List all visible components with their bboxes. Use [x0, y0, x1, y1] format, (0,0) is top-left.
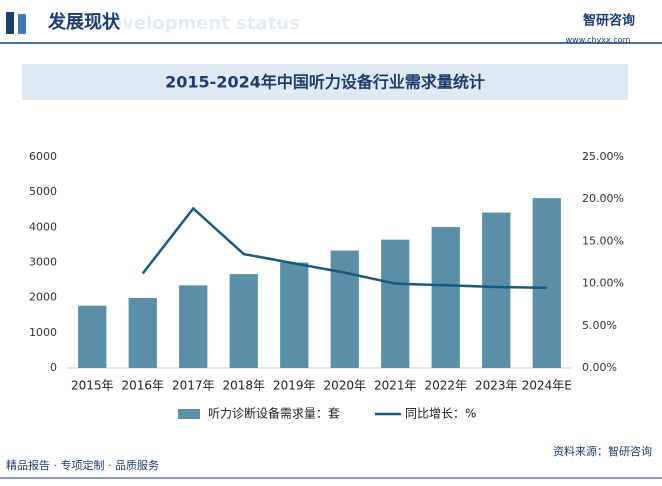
bar	[128, 298, 157, 368]
y-tick-label: 6000	[29, 150, 57, 163]
header-accent	[6, 12, 14, 34]
y2-tick-label: 20.00%	[582, 192, 624, 205]
y-tick-label: 1000	[29, 326, 57, 339]
bar	[280, 262, 309, 368]
chart-title: 2015-2024年中国听力设备行业需求量统计	[165, 73, 485, 92]
x-tick-label: 2019年	[273, 379, 316, 393]
y2-tick-label: 10.00%	[582, 277, 624, 290]
y-tick-label: 2000	[29, 291, 57, 304]
bar	[482, 212, 511, 368]
bar	[179, 285, 208, 368]
legend-swatch	[178, 409, 200, 419]
x-tick-label: 2023年	[475, 379, 518, 393]
x-tick-label: 2016年	[121, 379, 164, 393]
x-tick-label: 2015年	[71, 379, 114, 393]
x-tick-label: 2021年	[374, 379, 417, 393]
y-tick-label: 3000	[29, 256, 57, 269]
footer-source: 资料来源：智研咨询	[553, 444, 652, 458]
y-tick-label: 0	[50, 361, 57, 374]
y-tick-label: 4000	[29, 220, 57, 233]
y2-tick-label: 25.00%	[582, 150, 624, 163]
title-box	[22, 64, 628, 100]
legend-label: 听力诊断设备需求量：套	[208, 406, 340, 421]
footer-left: 精品报告 · 专项定制 · 品质服务	[6, 458, 159, 472]
x-tick-label: 2018年	[222, 379, 265, 393]
x-tick-label: 2022年	[424, 379, 467, 393]
x-tick-label: 2020年	[323, 379, 366, 393]
x-tick-label: 2024年E	[522, 379, 572, 393]
y-tick-label: 5000	[29, 185, 57, 198]
header-title: 发展现状	[47, 11, 121, 33]
y2-tick-label: 0.00%	[582, 361, 617, 374]
header-accent	[18, 14, 26, 34]
y2-tick-label: 5.00%	[582, 319, 617, 332]
y2-tick-label: 15.00%	[582, 234, 624, 247]
url: www.chyxx.com	[566, 36, 631, 45]
bar	[229, 274, 258, 368]
brand: 智研咨询	[583, 13, 635, 29]
bar	[78, 305, 107, 368]
bar	[431, 226, 460, 368]
bar	[381, 239, 410, 368]
line	[141, 206, 547, 290]
bar	[330, 250, 359, 368]
bar	[532, 198, 561, 368]
header-subtitle: Development status	[95, 13, 300, 34]
x-tick-label: 2017年	[172, 379, 215, 393]
legend-label: 同比增长：%	[405, 407, 476, 421]
